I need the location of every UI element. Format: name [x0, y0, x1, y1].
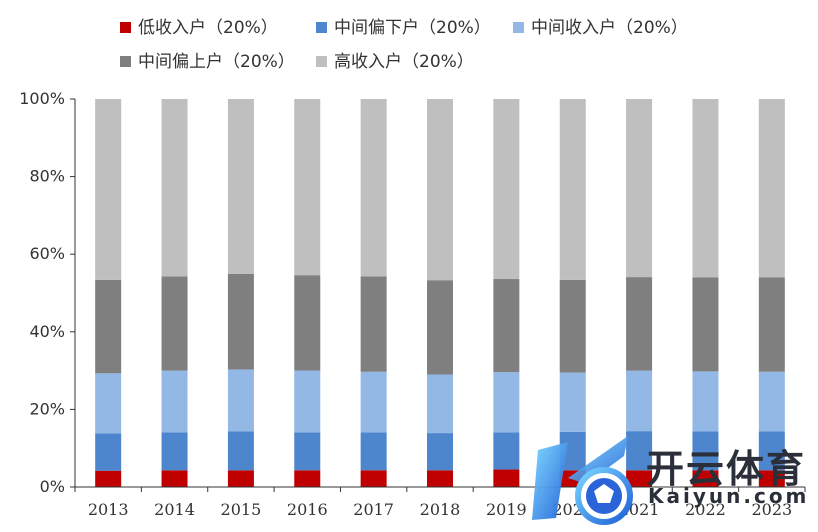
bar-segment-2014-s2 — [161, 370, 188, 433]
bar-segment-2017-s3 — [360, 276, 387, 372]
bar-segment-2018-s0 — [427, 470, 453, 487]
bar-segment-2016-s3 — [294, 275, 321, 371]
bar-segment-2021-s1 — [626, 431, 653, 471]
bar-segment-2018-s2 — [427, 374, 453, 434]
legend-swatch-2 — [513, 22, 524, 33]
bar-segment-2013-s0 — [95, 470, 122, 487]
bar-segment-2019-s4 — [493, 99, 520, 280]
bar-segment-2022-s2 — [692, 371, 719, 432]
bar-segment-2017-s1 — [360, 432, 387, 471]
legend-swatch-0 — [120, 22, 131, 33]
chart-legend: 低收入户（20%） 中间偏下户（20%） 中间收入户（20%） 中间偏上户（20%） 高… — [120, 18, 688, 72]
y-tick-label: 100% — [19, 89, 65, 108]
bar-segment-2023-s0 — [758, 470, 785, 487]
bar-segment-2022-s3 — [692, 277, 719, 372]
bars-group — [95, 99, 785, 487]
x-tick-label: 2021 — [619, 500, 660, 519]
bar-segment-2014-s0 — [161, 470, 188, 487]
bar-segment-2021-s3 — [626, 277, 653, 371]
bar-segment-2021-s0 — [626, 470, 653, 487]
bar-segment-2015-s4 — [227, 99, 254, 274]
bar-segment-2023-s4 — [758, 99, 785, 278]
bar-segment-2013-s3 — [95, 279, 122, 374]
bar-segment-2022-s0 — [692, 470, 719, 487]
bar-segment-2016-s4 — [294, 99, 321, 276]
bar-segment-2014-s1 — [161, 432, 188, 471]
y-tick-label: 80% — [29, 167, 65, 186]
bar-segment-2017-s2 — [360, 371, 387, 433]
bar-segment-2018-s3 — [427, 280, 453, 375]
x-tick-label: 2022 — [685, 500, 726, 519]
bar-segment-2015-s2 — [227, 369, 254, 432]
y-tick-label: 0% — [40, 477, 65, 496]
bar-segment-2014-s4 — [161, 99, 188, 277]
legend-swatch-4 — [316, 56, 327, 67]
x-tick-label: 2017 — [353, 500, 394, 519]
x-tick-label: 2015 — [221, 500, 262, 519]
bar-segment-2022-s1 — [692, 431, 719, 471]
x-tick-label: 2014 — [154, 500, 195, 519]
x-tick-label: 2020 — [552, 500, 593, 519]
legend-label-4: 高收入户（20%） — [334, 52, 474, 72]
legend-label-3: 中间偏上户（20%） — [138, 52, 295, 72]
bar-segment-2015-s0 — [227, 470, 254, 487]
bar-segment-2016-s0 — [294, 470, 321, 487]
x-tick-label: 2019 — [486, 500, 527, 519]
bar-segment-2021-s2 — [626, 370, 653, 432]
legend-label-2: 中间收入户（20%） — [531, 18, 688, 38]
bar-segment-2023-s2 — [758, 371, 785, 432]
bar-segment-2020-s0 — [559, 470, 586, 487]
bar-segment-2013-s4 — [95, 99, 122, 280]
bar-segment-2020-s3 — [559, 279, 586, 373]
bar-segment-2019-s2 — [493, 372, 520, 433]
bar-segment-2013-s2 — [95, 373, 122, 434]
legend-swatch-3 — [120, 56, 131, 67]
bar-segment-2015-s3 — [227, 273, 254, 370]
bar-segment-2020-s4 — [559, 99, 586, 280]
bar-segment-2017-s4 — [360, 99, 387, 277]
bar-segment-2017-s0 — [360, 470, 387, 487]
y-tick-label: 40% — [29, 322, 65, 341]
x-tick-label: 2018 — [420, 500, 461, 519]
bar-segment-2013-s1 — [95, 433, 122, 471]
bar-segment-2021-s4 — [626, 99, 653, 278]
x-tick-label: 2013 — [88, 500, 129, 519]
legend-label-0: 低收入户（20%） — [138, 18, 278, 38]
legend-label-1: 中间偏下户（20%） — [334, 18, 491, 38]
bar-segment-2019-s1 — [493, 432, 520, 470]
bar-segment-2022-s4 — [692, 99, 719, 278]
bar-segment-2023-s1 — [758, 431, 785, 471]
bar-segment-2020-s1 — [559, 431, 586, 471]
bar-segment-2019-s0 — [493, 469, 520, 487]
bar-segment-2023-s3 — [758, 277, 785, 372]
bar-segment-2016-s1 — [294, 432, 321, 471]
x-tick-label: 2023 — [751, 500, 792, 519]
bar-segment-2014-s3 — [161, 276, 188, 371]
bar-segment-2019-s3 — [493, 279, 520, 373]
bar-segment-2020-s2 — [559, 372, 586, 432]
y-tick-label: 60% — [29, 244, 65, 263]
x-tick-label: 2016 — [287, 500, 328, 519]
legend-swatch-1 — [316, 22, 327, 33]
bar-segment-2018-s4 — [427, 99, 453, 281]
bar-segment-2016-s2 — [294, 370, 321, 433]
y-tick-label: 20% — [29, 399, 65, 418]
bar-segment-2018-s1 — [427, 433, 453, 471]
axes-group: 0% 20% 40% 60% 80% 100% 2013 2014 2015 2016 2017 20… — [19, 89, 806, 519]
bar-segment-2015-s1 — [227, 431, 254, 471]
